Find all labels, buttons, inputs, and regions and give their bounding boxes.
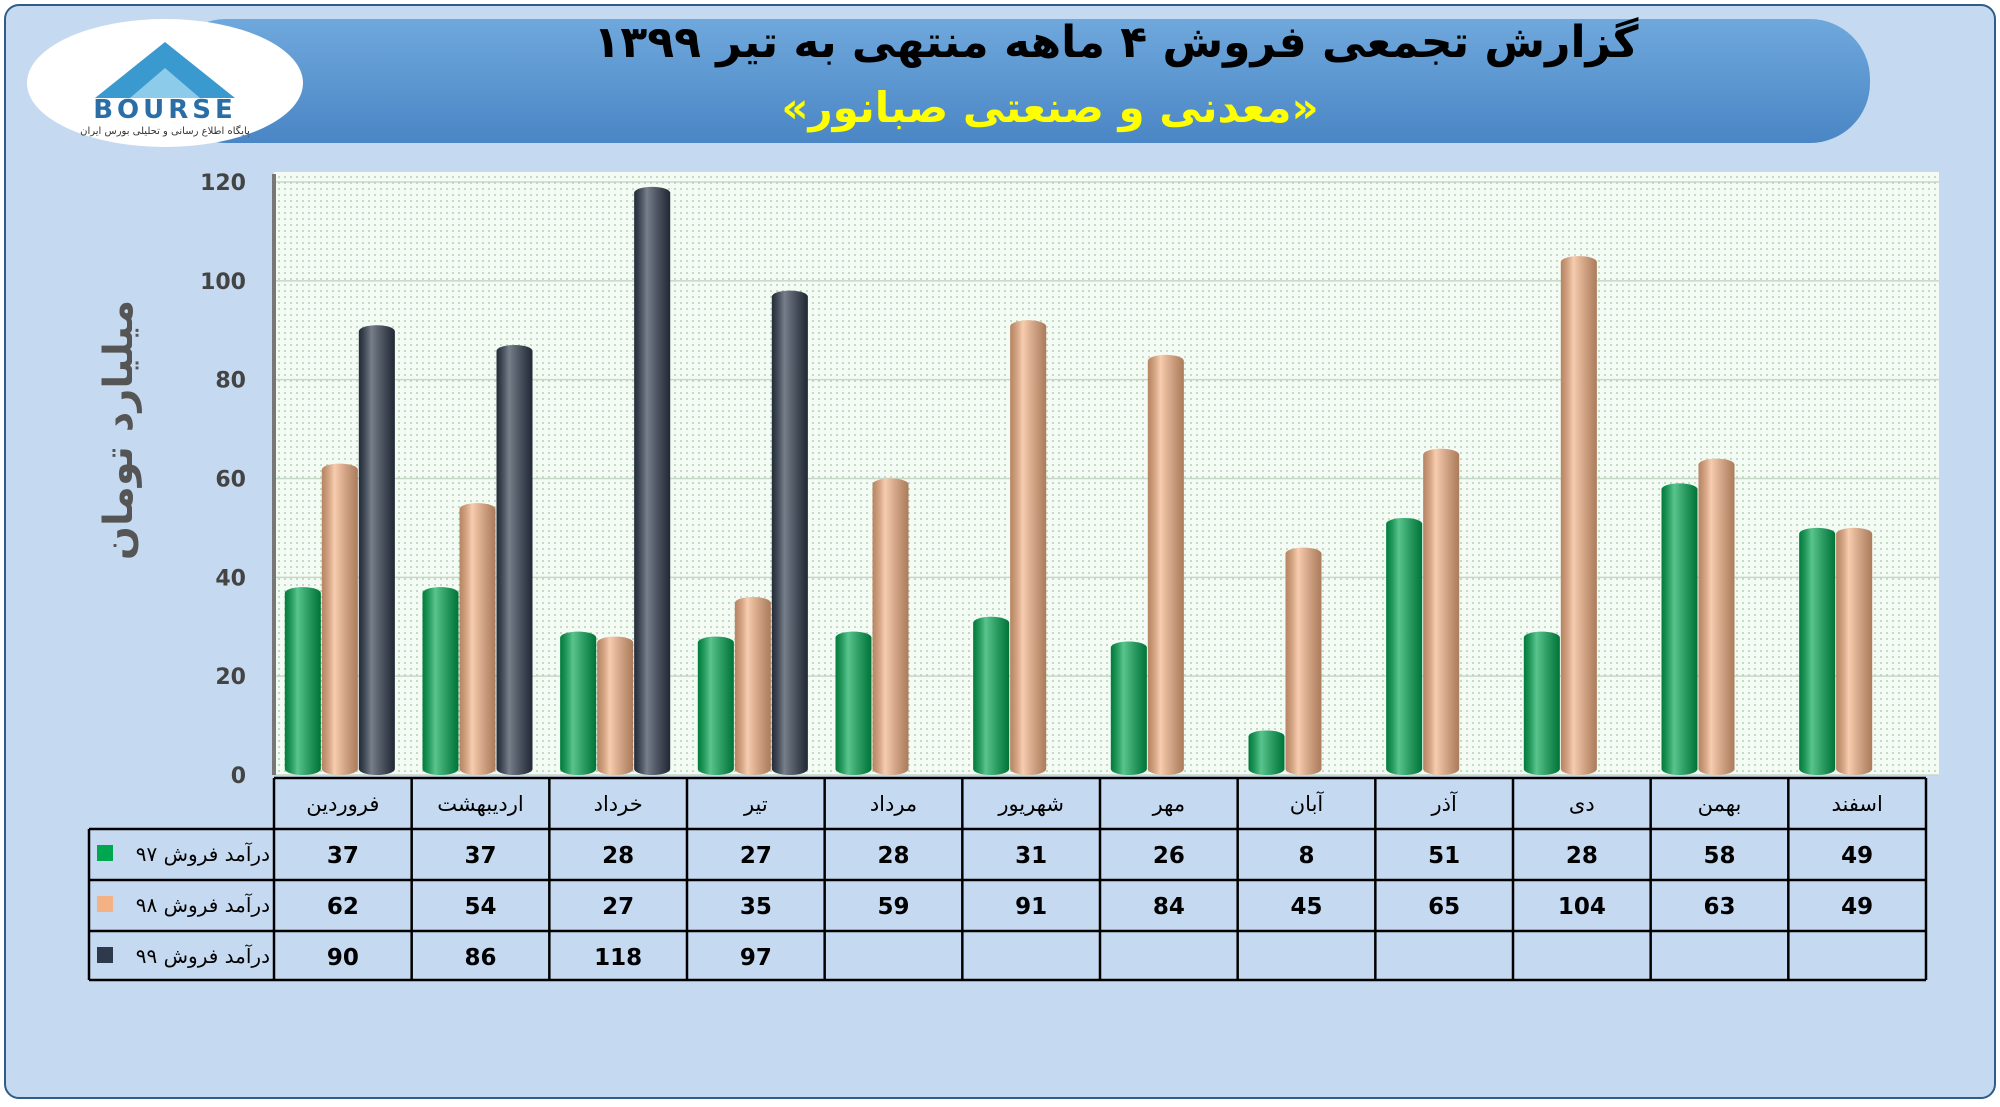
legend-swatch	[97, 947, 113, 963]
bar-shine	[1147, 354, 1184, 775]
table-value: 27	[602, 894, 634, 920]
x-tick-label: آذر	[1431, 791, 1458, 816]
bar-shine	[597, 636, 634, 775]
logo-shape	[130, 68, 200, 98]
bar-shine	[1386, 517, 1423, 775]
table-value: 65	[1428, 894, 1460, 920]
x-tick-label: خرداد	[594, 792, 643, 816]
x-tick-label: مهر	[1152, 792, 1186, 816]
table-value: 84	[1153, 894, 1185, 920]
bar-shine	[1799, 527, 1836, 775]
table-value: 27	[740, 843, 772, 869]
table-value: 63	[1703, 894, 1735, 920]
y-axis-label: میلیارد تومان	[96, 300, 142, 560]
table-value: 86	[464, 945, 496, 971]
x-tick-label: فروردین	[306, 792, 379, 816]
bar-shine	[560, 631, 597, 775]
bar-shine	[1110, 641, 1147, 775]
chart-subtitle: «معدنی و صنعتی صبانور»	[781, 83, 1318, 133]
chart-title: گزارش تجمعی فروش ۴ ماهه منتهی به تیر ۱۳۹…	[594, 16, 1639, 68]
legend-label: درآمد فروش ۹۹	[136, 943, 270, 968]
x-tick-label: آبان	[1290, 791, 1325, 816]
logo-tagline: پایگاه اطلاع رسانی و تحلیلی بورس ایران	[80, 125, 250, 137]
table-value: 104	[1558, 894, 1606, 920]
table-value: 54	[464, 894, 496, 920]
bar-shine	[973, 616, 1010, 775]
bar-shine	[1010, 320, 1047, 775]
table-value: 28	[877, 843, 909, 869]
table-value: 37	[327, 843, 359, 869]
y-tick-label: 20	[215, 665, 246, 690]
header-banner	[166, 19, 1870, 143]
legend-label: درآمد فروش ۹۸	[136, 892, 270, 917]
x-tick-label: اسفند	[1831, 792, 1882, 816]
x-tick-label: بهمن	[1698, 792, 1742, 816]
legend-swatch	[97, 896, 113, 912]
x-tick-label: مرداد	[870, 792, 917, 816]
table-value: 49	[1841, 843, 1873, 869]
legend-swatch	[97, 845, 113, 861]
bar-shine	[284, 587, 321, 775]
table-value: 118	[594, 945, 642, 971]
x-tick-label: تیر	[743, 792, 768, 816]
bar-shine	[1836, 527, 1873, 775]
bar-shine	[459, 503, 496, 775]
table-value: 90	[327, 945, 359, 971]
bar-shine	[1523, 631, 1560, 775]
bar-shine	[835, 631, 872, 775]
x-tick-label: اردیبهشت	[437, 792, 524, 816]
bar-shine	[872, 478, 909, 775]
table-value: 97	[740, 945, 772, 971]
table-value: 28	[1566, 843, 1598, 869]
y-tick-label: 120	[200, 171, 246, 196]
y-tick-label: 40	[215, 566, 246, 591]
legend-label: درآمد فروش ۹۷	[136, 841, 270, 866]
bar-shine	[1248, 730, 1285, 775]
y-tick-label: 60	[215, 468, 246, 493]
bar-shine	[771, 290, 808, 775]
table-value: 35	[740, 894, 772, 920]
table-value: 58	[1703, 843, 1735, 869]
table-value: 31	[1015, 843, 1047, 869]
logo-name: BOURSE	[93, 95, 237, 125]
y-tick-label: 80	[215, 369, 246, 394]
bar-shine	[321, 463, 358, 775]
bar-shine	[1560, 256, 1597, 776]
y-tick-label: 100	[200, 270, 246, 295]
bar-shine	[1661, 483, 1698, 775]
table-value: 37	[464, 843, 496, 869]
bar-shine	[1423, 448, 1460, 775]
x-tick-label: دی	[1569, 792, 1595, 816]
table-value: 51	[1428, 843, 1460, 869]
table-value: 28	[602, 843, 634, 869]
bar-shine	[422, 587, 459, 775]
bar-shine	[734, 597, 771, 775]
table-value: 26	[1153, 843, 1185, 869]
bar-shine	[1285, 547, 1322, 775]
table-value: 59	[877, 894, 909, 920]
bar-shine	[1698, 458, 1735, 775]
bar-shine	[697, 636, 734, 775]
table-value: 45	[1290, 894, 1322, 920]
table-value: 62	[327, 894, 359, 920]
bar-shine	[358, 325, 395, 775]
x-tick-label: شهریور	[997, 792, 1064, 816]
table-value: 8	[1298, 843, 1314, 869]
y-tick-label: 0	[231, 764, 246, 789]
bar-shine	[496, 345, 533, 775]
bar-shine	[634, 186, 671, 776]
table-value: 49	[1841, 894, 1873, 920]
table-value: 91	[1015, 894, 1047, 920]
